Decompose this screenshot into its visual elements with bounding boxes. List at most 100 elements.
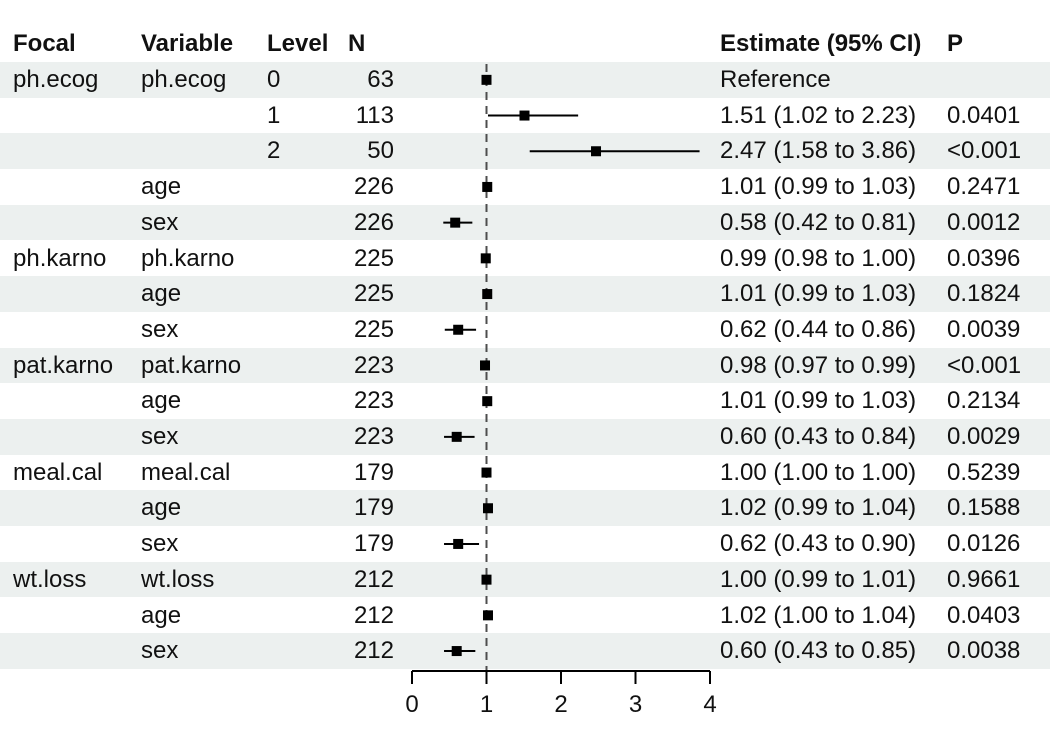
estimate-cell: 1.02 (0.99 to 1.04)	[720, 494, 917, 522]
estimate-cell: 0.62 (0.44 to 0.86)	[720, 315, 917, 343]
focal-cell: pat.karno	[13, 351, 114, 379]
p-value-cell: 0.0038	[947, 637, 1021, 665]
estimate-marker	[482, 181, 493, 192]
p-value-cell: 0.0401	[947, 101, 1021, 129]
row-stripe	[0, 490, 1050, 527]
n-cell: 50	[367, 137, 394, 165]
focal-cell: ph.karno	[13, 244, 107, 272]
estimate-cell: 0.60 (0.43 to 0.85)	[720, 637, 917, 665]
level-cell: 0	[267, 66, 281, 93]
p-value-cell: 0.1824	[947, 280, 1021, 308]
row-stripe	[0, 419, 1050, 455]
n-cell: 225	[353, 315, 394, 343]
estimate-marker	[453, 324, 464, 335]
estimate-cell: 0.58 (0.42 to 0.81)	[720, 208, 917, 236]
p-value-cell: 0.2134	[947, 387, 1021, 415]
estimate-cell: 1.51 (1.02 to 2.23)	[720, 101, 917, 129]
row-stripe	[0, 204, 1050, 241]
variable-cell: age	[141, 173, 182, 201]
n-cell: 113	[355, 101, 394, 129]
row-stripe	[0, 133, 1050, 170]
variable-cell: age	[141, 387, 182, 415]
level-cell: 1	[267, 101, 281, 129]
p-value-cell: 0.0403	[947, 601, 1021, 629]
n-cell: 179	[353, 458, 394, 486]
header-p: P	[947, 30, 964, 57]
axis-tick-label: 1	[480, 691, 493, 718]
variable-cell: sex	[141, 530, 179, 558]
estimate-marker	[481, 467, 492, 478]
variable-cell: ph.karno	[141, 244, 235, 272]
variable-cell: sex	[141, 423, 179, 450]
estimate-marker	[519, 110, 530, 121]
n-cell: 212	[353, 601, 394, 629]
p-value-cell: <0.001	[947, 137, 1022, 165]
estimate-cell: 1.01 (0.99 to 1.03)	[720, 387, 917, 415]
p-value-cell: 0.1588	[947, 494, 1021, 522]
estimate-marker	[482, 396, 493, 407]
p-value-cell: <0.001	[947, 351, 1022, 379]
p-value-cell: 0.9661	[947, 565, 1021, 593]
n-cell: 226	[353, 208, 394, 236]
header-focal: Focal	[13, 30, 76, 57]
variable-cell: sex	[141, 637, 179, 665]
p-value-cell: 0.0029	[947, 423, 1021, 450]
axis-tick-label: 4	[703, 691, 716, 718]
p-value-cell: 0.0012	[947, 208, 1021, 236]
estimate-cell: 0.62 (0.43 to 0.90)	[720, 530, 917, 558]
axis-tick-label: 0	[405, 691, 418, 718]
focal-cell: wt.loss	[13, 565, 87, 593]
variable-cell: age	[141, 494, 182, 522]
focal-cell: ph.ecog	[13, 66, 99, 93]
estimate-cell: 0.98 (0.97 to 0.99)	[720, 351, 917, 379]
estimate-cell: 1.01 (0.99 to 1.03)	[720, 280, 917, 308]
variable-cell: sex	[141, 208, 179, 236]
header-level: Level	[267, 30, 329, 57]
n-cell: 63	[367, 66, 394, 93]
variable-cell: age	[141, 601, 182, 629]
level-cell: 2	[267, 137, 281, 165]
n-cell: 179	[353, 530, 394, 558]
row-stripe	[0, 347, 1050, 384]
n-cell: 225	[353, 280, 394, 308]
row-stripe	[0, 276, 1050, 312]
p-value-cell: 0.2471	[947, 173, 1021, 201]
axis-tick-label: 3	[629, 691, 642, 718]
variable-cell: wt.loss	[141, 565, 215, 593]
n-cell: 179	[353, 494, 394, 522]
n-cell: 223	[353, 423, 394, 450]
n-cell: 225	[353, 244, 394, 272]
estimate-cell: 2.47 (1.58 to 3.86)	[720, 137, 917, 165]
header-estimate: Estimate (95% CI)	[720, 30, 922, 57]
variable-cell: meal.cal	[141, 458, 231, 486]
row-stripe	[0, 62, 1050, 98]
variable-cell: pat.karno	[141, 351, 242, 379]
estimate-cell: 0.60 (0.43 to 0.84)	[720, 423, 917, 450]
estimate-cell: 0.99 (0.98 to 1.00)	[720, 244, 917, 272]
p-value-cell: 0.5239	[947, 458, 1021, 486]
row-stripe	[0, 561, 1050, 598]
header-variable: Variable	[141, 30, 234, 57]
variable-cell: ph.ecog	[141, 66, 227, 93]
variable-cell: age	[141, 280, 182, 308]
row-stripe	[0, 633, 1050, 669]
estimate-cell: 1.00 (1.00 to 1.00)	[720, 458, 917, 486]
n-cell: 212	[353, 637, 394, 665]
estimate-cell: 1.00 (0.99 to 1.01)	[720, 565, 917, 593]
estimate-marker	[480, 253, 491, 264]
n-cell: 223	[353, 387, 394, 415]
estimate-cell: 1.01 (0.99 to 1.03)	[720, 173, 917, 201]
n-cell: 226	[353, 173, 394, 201]
estimate-cell: Reference	[720, 66, 831, 93]
header-n: N	[348, 30, 366, 57]
estimate-cell: 1.02 (1.00 to 1.04)	[720, 601, 917, 629]
axis-tick-label: 2	[554, 691, 567, 718]
n-cell: 212	[353, 565, 394, 593]
n-cell: 223	[353, 351, 394, 379]
p-value-cell: 0.0396	[947, 244, 1021, 272]
variable-cell: sex	[141, 315, 179, 343]
p-value-cell: 0.0039	[947, 315, 1021, 343]
estimate-marker	[453, 538, 464, 549]
estimate-marker	[482, 610, 493, 621]
